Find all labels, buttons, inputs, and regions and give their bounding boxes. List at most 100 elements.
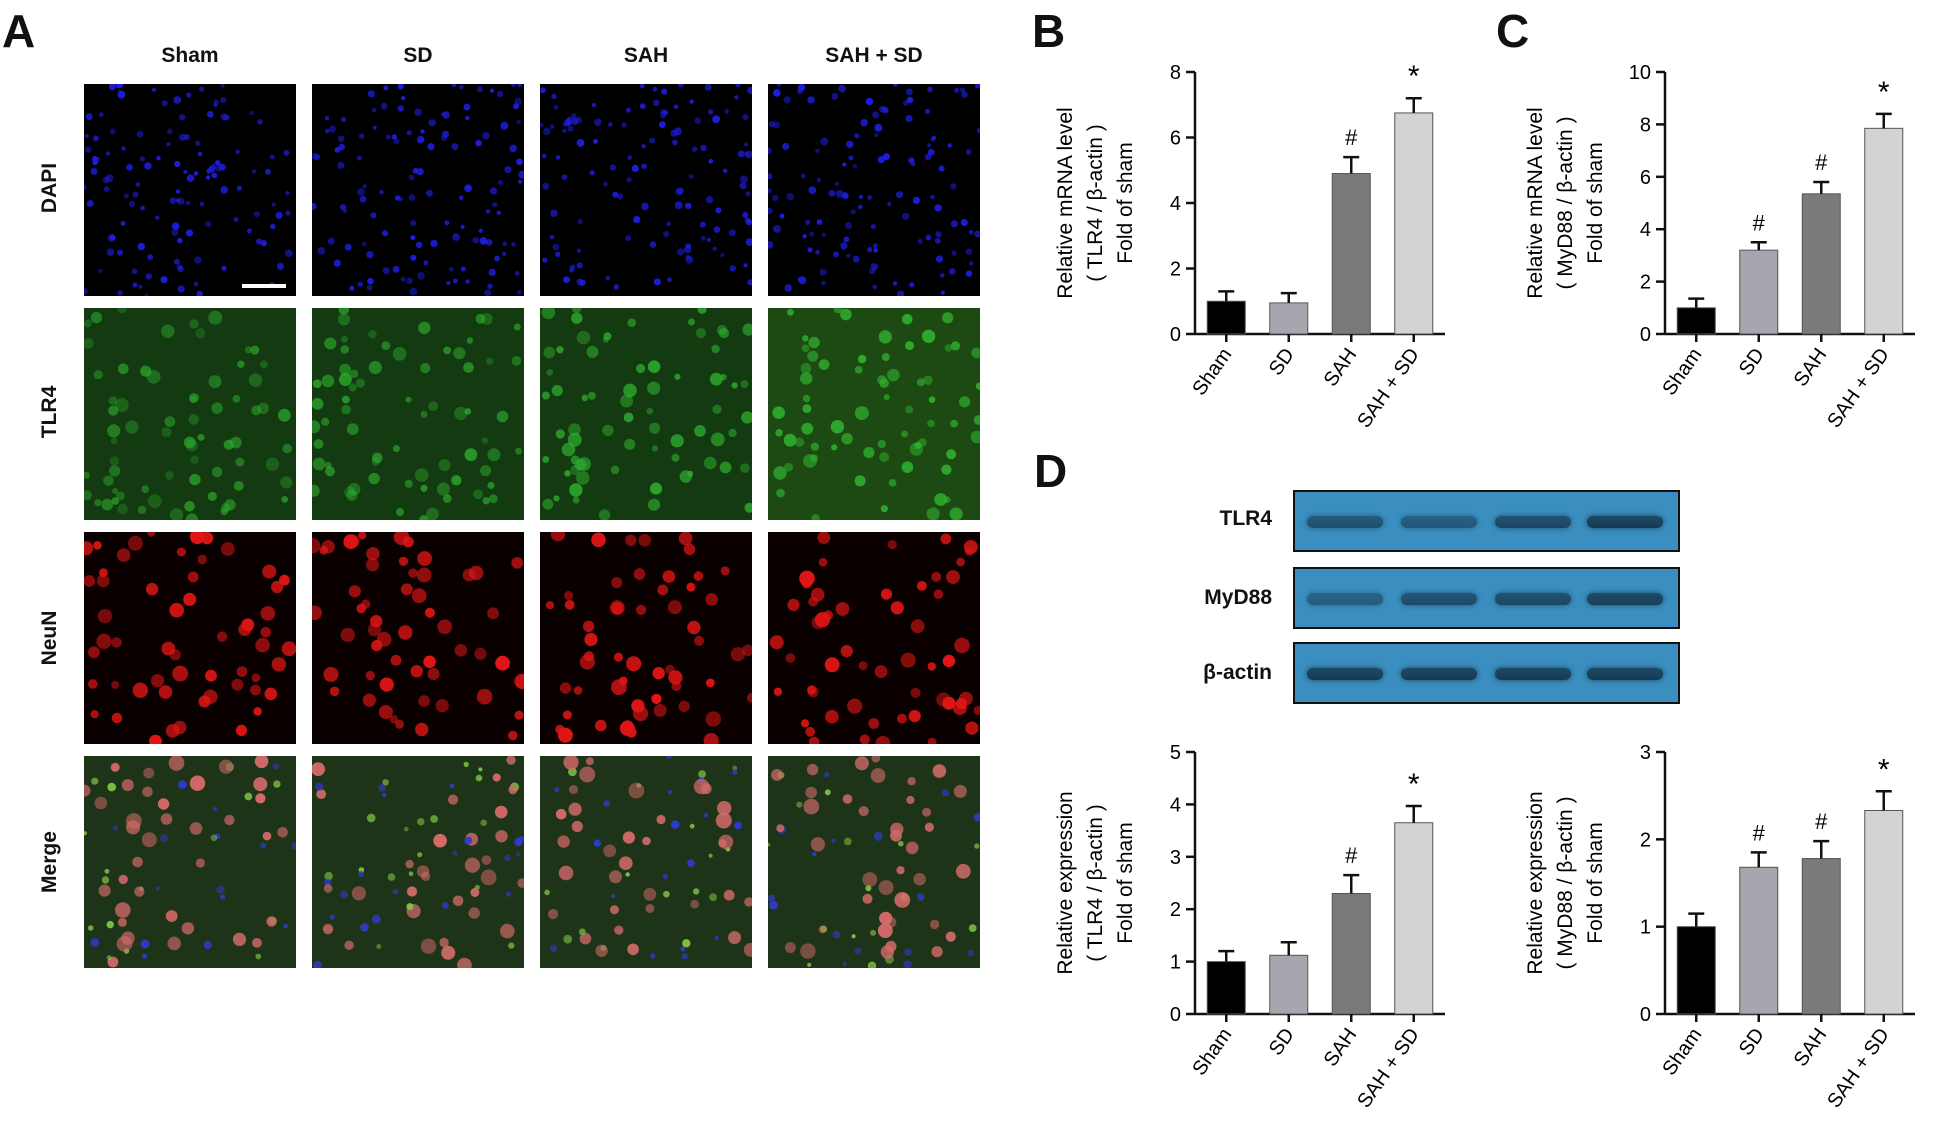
blot-label-tlr4: TLR4	[1219, 507, 1273, 530]
x-tick-label: Sham	[1188, 1024, 1236, 1079]
bar-sham	[1676, 307, 1716, 335]
significance-mark: #	[1753, 210, 1766, 235]
row-heading-neun: NeuN	[38, 610, 61, 666]
x-tick-label: Sham	[1658, 344, 1706, 399]
y-tick-label: 1	[1640, 917, 1651, 939]
y-axis-label-line: Relative expression	[1054, 791, 1077, 974]
blot-band	[1495, 516, 1571, 528]
scale-bar	[242, 284, 286, 288]
bar-sah-sd	[1394, 112, 1434, 335]
bar-sah	[1331, 173, 1371, 335]
chart-d-myd88-expression: Relative expression ( MyD88 / β-actin ) Fo…	[1524, 742, 1915, 1112]
bar-sham	[1206, 300, 1246, 335]
micrograph-merge-4	[768, 756, 980, 968]
x-tick-label: SAH	[1320, 1024, 1362, 1070]
y-axis-label-line: Relative mRNA level	[1054, 107, 1077, 298]
micrograph-neun-2	[312, 532, 524, 744]
panel-label-a: A	[2, 5, 36, 57]
x-tick-label: Sham	[1658, 1024, 1706, 1079]
y-axis-label-line: Fold of sham	[1114, 142, 1137, 263]
micrograph-dapi-2	[312, 84, 524, 296]
micrograph-merge-3	[540, 756, 752, 968]
bar-sah	[1801, 858, 1841, 1015]
significance-mark: #	[1345, 125, 1358, 150]
micrograph-tlr4-2	[312, 308, 524, 520]
panel-label-c: C	[1496, 5, 1530, 57]
x-tick-label: SAH + SD	[1823, 344, 1894, 432]
bar-sah-sd	[1394, 822, 1434, 1015]
bar-sham	[1206, 961, 1246, 1015]
x-tick-label: SAH	[1790, 1024, 1832, 1070]
blot-strip-beta-actin	[1293, 642, 1680, 704]
y-tick-label: 6	[1170, 128, 1181, 150]
x-tick-label: SAH + SD	[1353, 1024, 1424, 1112]
y-axis-label-line: ( TLR4 / β-actin )	[1084, 124, 1107, 282]
y-axis-label-line: Relative expression	[1524, 791, 1547, 974]
y-axis-label-line: ( TLR4 / β-actin )	[1084, 804, 1107, 962]
y-axis-label-line: ( MyD88 / β-actin )	[1554, 796, 1577, 969]
x-tick-label: SD	[1265, 1024, 1299, 1059]
y-tick-label: 8	[1170, 62, 1181, 84]
y-tick-label: 0	[1170, 324, 1181, 346]
blot-band	[1495, 668, 1571, 680]
y-tick-label: 5	[1170, 742, 1181, 764]
y-tick-label: 8	[1640, 114, 1651, 136]
y-tick-label: 2	[1640, 272, 1651, 294]
significance-mark: #	[1345, 843, 1358, 868]
chart-b-tlr4-mrna: Relative mRNA level ( TLR4 / β-actin ) Fol…	[1054, 60, 1445, 432]
micrograph-dapi-1	[84, 84, 296, 296]
y-tick-label: 10	[1629, 62, 1651, 84]
chart-d-tlr4-expression: Relative expression ( TLR4 / β-actin ) Fol…	[1054, 742, 1445, 1112]
micrograph-tlr4-3	[540, 308, 752, 520]
blot-band	[1401, 668, 1477, 680]
blot-band	[1307, 516, 1383, 528]
y-tick-label: 4	[1170, 794, 1181, 816]
bar-sd	[1739, 866, 1779, 1015]
y-tick-label: 4	[1640, 219, 1651, 241]
blot-band	[1495, 593, 1571, 605]
bar-sd	[1269, 954, 1309, 1015]
blot-band	[1307, 668, 1383, 680]
x-tick-label: SD	[1735, 344, 1769, 379]
micrograph-dapi-3	[540, 84, 752, 296]
y-tick-label: 4	[1170, 193, 1181, 215]
blot-strip-myd88	[1293, 567, 1680, 629]
y-axis-label-line: ( MyD88 / β-actin )	[1554, 116, 1577, 289]
significance-mark: *	[1878, 753, 1890, 786]
column-heading-sah: SAH	[623, 44, 669, 67]
blot-band	[1587, 668, 1663, 680]
panel-label-d: D	[1034, 445, 1068, 497]
column-heading-sd: SD	[403, 44, 433, 67]
x-tick-label: Sham	[1188, 344, 1236, 399]
y-tick-label: 3	[1170, 847, 1181, 869]
blot-band	[1587, 516, 1663, 528]
y-tick-label: 2	[1640, 829, 1651, 851]
blot-band	[1401, 516, 1477, 528]
x-tick-label: SAH + SD	[1823, 1024, 1894, 1112]
bar-sd	[1739, 249, 1779, 335]
micrograph-tlr4-4	[768, 308, 980, 520]
bar-sd	[1269, 302, 1309, 335]
significance-mark: *	[1408, 60, 1420, 93]
y-axis-label-line: Fold of sham	[1584, 822, 1607, 943]
y-tick-label: 1	[1170, 952, 1181, 974]
bar-sah	[1801, 193, 1841, 335]
row-heading-dapi: DAPI	[38, 162, 61, 214]
bar-sah-sd	[1864, 810, 1904, 1015]
significance-mark: *	[1878, 76, 1890, 109]
y-tick-label: 6	[1640, 167, 1651, 189]
bar-sham	[1676, 926, 1716, 1015]
y-tick-label: 0	[1640, 1004, 1651, 1026]
significance-mark: #	[1753, 820, 1766, 845]
column-heading-sah-sd: SAH + SD	[825, 44, 923, 67]
y-tick-label: 0	[1170, 1004, 1181, 1026]
micrograph-tlr4-1	[84, 308, 296, 520]
micrograph-dapi-4	[768, 84, 980, 296]
significance-mark: #	[1815, 150, 1828, 175]
y-axis-label-line: Fold of sham	[1584, 142, 1607, 263]
panel-label-b: B	[1032, 5, 1066, 57]
micrograph-merge-2	[312, 756, 524, 968]
blot-band	[1307, 593, 1383, 605]
blot-label-beta-actin: β-actin	[1203, 661, 1272, 684]
column-heading-sham: Sham	[161, 44, 219, 67]
